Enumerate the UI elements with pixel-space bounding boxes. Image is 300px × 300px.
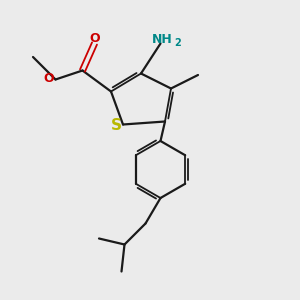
Text: 2: 2 (174, 38, 181, 49)
Text: O: O (44, 72, 54, 86)
Text: S: S (111, 118, 122, 134)
Text: O: O (90, 32, 101, 45)
Text: NH: NH (152, 33, 172, 46)
